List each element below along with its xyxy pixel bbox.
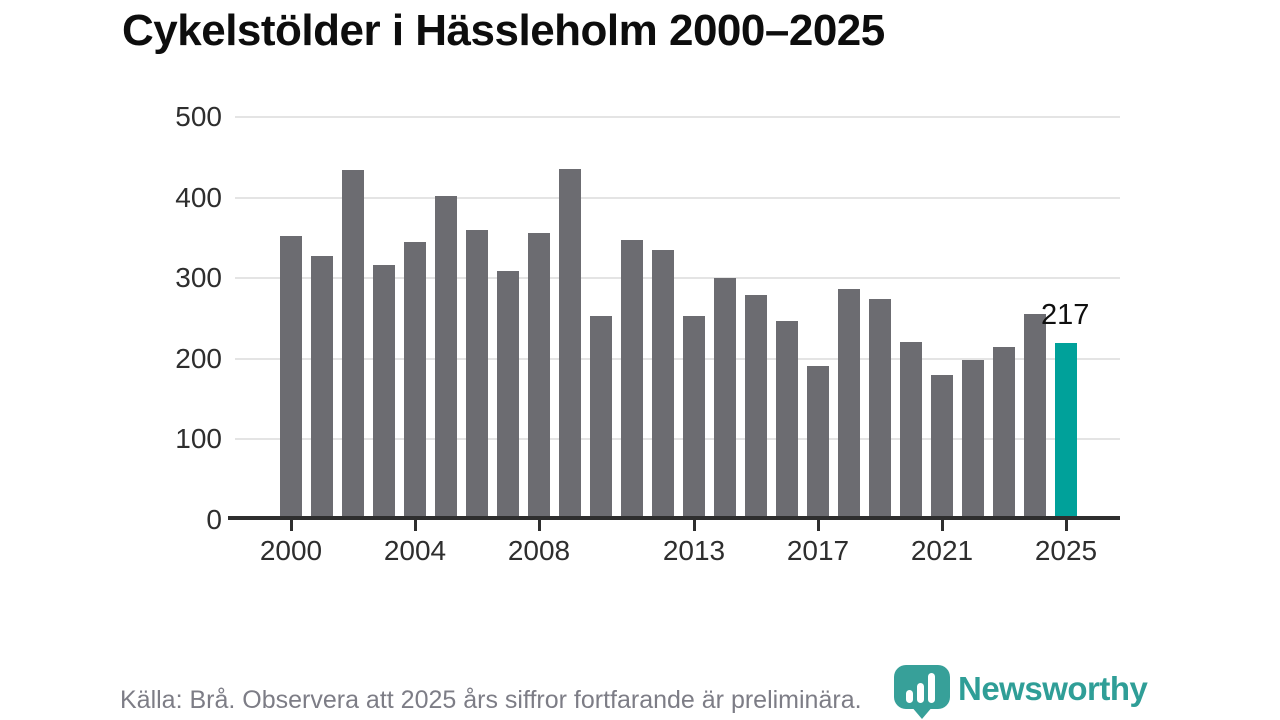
x-tick-2025	[1064, 520, 1068, 531]
bar-2006	[466, 230, 488, 518]
bar-2023	[993, 347, 1015, 518]
bar-2024	[1024, 314, 1046, 518]
gridline-500	[235, 116, 1120, 118]
bar-2025	[1055, 343, 1077, 518]
bar-2014	[714, 278, 736, 518]
bar-2019	[869, 299, 891, 518]
x-tick-2004	[413, 520, 417, 531]
x-tick-2013	[692, 520, 696, 531]
bar-2001	[311, 256, 333, 518]
bar-2008	[528, 233, 550, 518]
gridline-400	[235, 197, 1120, 199]
y-tick-label-300: 300	[175, 262, 222, 293]
bar-2011	[621, 240, 643, 518]
bar-2020	[900, 342, 922, 518]
source-note: Källa: Brå. Observera att 2025 års siffr…	[120, 686, 862, 714]
bar-2016	[776, 321, 798, 518]
x-tick-label-2021: 2021	[910, 535, 974, 566]
x-tick-2000	[289, 520, 293, 531]
y-tick-label-100: 100	[175, 423, 222, 454]
x-tick-label-2025: 2025	[1034, 535, 1098, 566]
bar-2000	[280, 236, 302, 518]
x-tick-label-2004: 2004	[383, 535, 447, 566]
x-tick-2017	[816, 520, 820, 531]
bar-2003	[373, 265, 395, 518]
highlight-value-label: 217	[1041, 299, 1090, 331]
newsworthy-logo: Newsworthy	[893, 664, 1148, 720]
gridline-200	[235, 358, 1120, 360]
bar-2021	[931, 375, 953, 518]
newsworthy-pin-barchart-icon	[894, 665, 950, 719]
bar-2017	[807, 366, 829, 518]
x-tick-2008	[537, 520, 541, 531]
y-tick-label-200: 200	[175, 343, 222, 374]
x-tick-label-2008: 2008	[507, 535, 571, 566]
x-tick-label-2013: 2013	[662, 535, 726, 566]
bar-2009	[559, 169, 581, 518]
bar-2007	[497, 271, 519, 518]
y-tick-label-400: 400	[175, 182, 222, 213]
plot-area: 0 100 200 300 400 500 2000 2004 2008 2013 2017 2021…	[175, 101, 1120, 566]
bar-2018	[838, 289, 860, 518]
bar-2022	[962, 360, 984, 518]
x-tick-2021	[940, 520, 944, 531]
bar-2004	[404, 242, 426, 518]
x-axis-line	[228, 516, 1120, 520]
bar-2013	[683, 316, 705, 518]
bar-2012	[652, 250, 674, 518]
x-tick-label-2017: 2017	[786, 535, 850, 566]
y-tick-label-0: 0	[206, 504, 222, 535]
y-tick-label-500: 500	[175, 101, 222, 132]
gridline-300	[235, 277, 1120, 279]
bar-2015	[745, 295, 767, 518]
gridline-100	[235, 438, 1120, 440]
bar-2010	[590, 316, 612, 518]
chart-title: Cykelstölder i Hässleholm 2000–2025	[122, 6, 885, 55]
bar-2005	[435, 196, 457, 518]
newsworthy-wordmark: Newsworthy	[958, 670, 1148, 707]
bar-2002	[342, 170, 364, 518]
x-tick-label-2000: 2000	[259, 535, 323, 566]
